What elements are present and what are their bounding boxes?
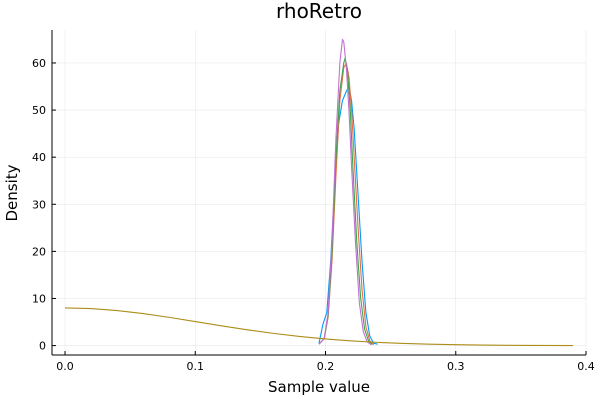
y-axis-label: Density <box>3 164 21 221</box>
x-tick-label: 0.0 <box>56 360 74 373</box>
y-tick-label: 20 <box>32 245 46 258</box>
series-line-5 <box>65 307 573 347</box>
y-ticks: 0 10 20 30 40 50 60 <box>32 57 56 353</box>
x-axis-label: Sample value <box>268 378 370 396</box>
chart-title: rhoRetro <box>276 0 362 23</box>
y-tick-label: 40 <box>32 151 46 164</box>
series-line-1 <box>318 85 378 345</box>
x-tick-label: 0.1 <box>187 360 205 373</box>
y-tick-label: 60 <box>32 57 46 70</box>
x-tick-label: 0.2 <box>317 360 335 373</box>
y-tick-label: 50 <box>32 104 46 117</box>
axes <box>51 30 586 356</box>
series-layer <box>65 38 573 347</box>
series-line-3 <box>318 57 373 346</box>
y-tick-label: 10 <box>32 292 46 305</box>
grid <box>52 30 587 355</box>
series-line-4 <box>318 38 372 346</box>
y-tick-label: 30 <box>32 198 46 211</box>
x-tick-label: 0.4 <box>577 360 595 373</box>
y-tick-label: 0 <box>39 340 46 353</box>
x-ticks: 0.0 0.1 0.2 0.3 0.4 <box>56 351 595 373</box>
x-tick-label: 0.3 <box>447 360 465 373</box>
